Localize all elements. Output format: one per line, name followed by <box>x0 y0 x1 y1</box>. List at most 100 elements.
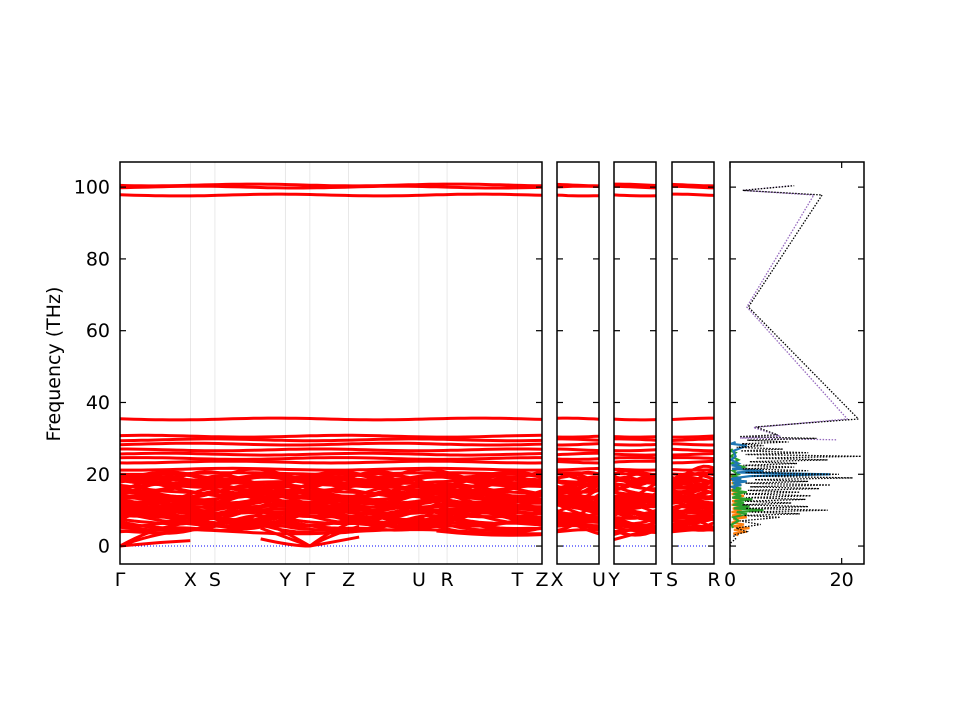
band-line <box>672 468 714 472</box>
band-line <box>672 475 714 489</box>
band-line <box>614 452 656 457</box>
band-line <box>557 511 599 523</box>
acoustic-branch <box>614 526 656 542</box>
band-line <box>557 451 599 457</box>
band-line <box>120 467 542 485</box>
band-line <box>614 417 656 422</box>
band-line <box>614 476 656 488</box>
acoustic-branch <box>436 529 542 537</box>
band-line <box>120 433 542 439</box>
y-axis-label: Frequency (THz) <box>43 287 65 442</box>
band-line <box>120 192 542 198</box>
band-line <box>120 182 542 188</box>
band-line <box>614 459 656 464</box>
band-panel-2 <box>557 182 599 547</box>
dos-series-total <box>730 185 862 547</box>
x-tick-label: U <box>592 569 606 591</box>
band-line <box>614 182 656 187</box>
band-line <box>672 456 714 461</box>
band-line <box>557 528 599 534</box>
band-panel-frame <box>613 161 657 565</box>
x-tick-label: S <box>666 569 678 591</box>
band-line <box>120 437 542 443</box>
band-line <box>557 416 599 421</box>
band-line <box>672 442 714 447</box>
y-tick-label: 80 <box>86 248 110 270</box>
y-tick-label: 60 <box>86 320 110 342</box>
band-line <box>557 522 599 528</box>
x-tick-label: Y <box>607 569 620 591</box>
band-line <box>614 494 656 507</box>
band-line <box>120 504 542 519</box>
band-panel-3 <box>614 182 656 547</box>
band-line <box>672 521 714 529</box>
axis-ticks <box>120 162 864 564</box>
band-line <box>672 492 714 501</box>
dos-series-projection-4 <box>739 185 849 441</box>
band-panel-1 <box>120 162 542 564</box>
band-line <box>557 434 599 439</box>
band-line <box>557 509 599 521</box>
band-line <box>672 182 714 188</box>
band-line <box>120 466 542 472</box>
band-line <box>672 192 714 197</box>
dos-panel-frame <box>729 161 865 565</box>
band-line <box>672 528 714 534</box>
x-tick-label: Z <box>535 569 548 591</box>
band-structure-lines <box>120 162 714 564</box>
acoustic-branch <box>308 517 360 548</box>
band-line <box>557 447 599 453</box>
band-line <box>120 482 542 499</box>
x-tick-label: Γ <box>305 569 316 591</box>
band-line <box>557 480 599 488</box>
band-line <box>614 443 656 447</box>
band-line <box>557 442 599 447</box>
band-line <box>120 471 542 476</box>
band-panel-4 <box>672 182 714 547</box>
band-line <box>557 466 599 472</box>
band-line <box>614 456 656 460</box>
band-line <box>672 437 714 442</box>
band-line <box>672 452 714 457</box>
band-line <box>614 510 656 521</box>
band-line <box>672 514 714 525</box>
band-line <box>614 471 656 476</box>
band-line <box>672 472 714 476</box>
band-panel-frame <box>119 161 543 565</box>
band-line <box>120 456 542 461</box>
x-tick-label: S <box>209 569 221 591</box>
band-line <box>672 459 714 465</box>
band-line <box>120 447 542 453</box>
x-tick-label: Z <box>342 569 355 591</box>
x-tick-label: T <box>649 569 662 591</box>
acoustic-branch <box>260 519 311 548</box>
band-line <box>120 441 542 447</box>
band-line <box>672 508 714 516</box>
band-line <box>614 476 656 491</box>
band-panel-frame <box>556 161 600 565</box>
band-line <box>614 184 656 190</box>
band-line <box>557 193 599 198</box>
band-line <box>672 416 714 421</box>
x-tick-label: R <box>707 569 720 591</box>
band-line <box>614 508 656 516</box>
y-tick-label: 0 <box>98 536 110 558</box>
x-tick-label: U <box>412 569 426 591</box>
band-line <box>672 184 714 190</box>
dos-panel <box>730 185 862 547</box>
band-line <box>672 434 714 439</box>
band-line <box>557 471 599 476</box>
dos-series-projection-3 <box>730 440 831 490</box>
band-line <box>120 459 542 465</box>
band-panel-frame <box>671 161 715 565</box>
x-tick-label: T <box>511 569 524 591</box>
band-line <box>557 437 599 442</box>
band-line <box>557 182 599 188</box>
y-tick-label: 20 <box>86 464 110 486</box>
panel-frames <box>119 161 865 565</box>
dos-curves <box>730 185 862 547</box>
dos-x-tick-label: 20 <box>830 569 854 591</box>
band-line <box>120 451 542 457</box>
